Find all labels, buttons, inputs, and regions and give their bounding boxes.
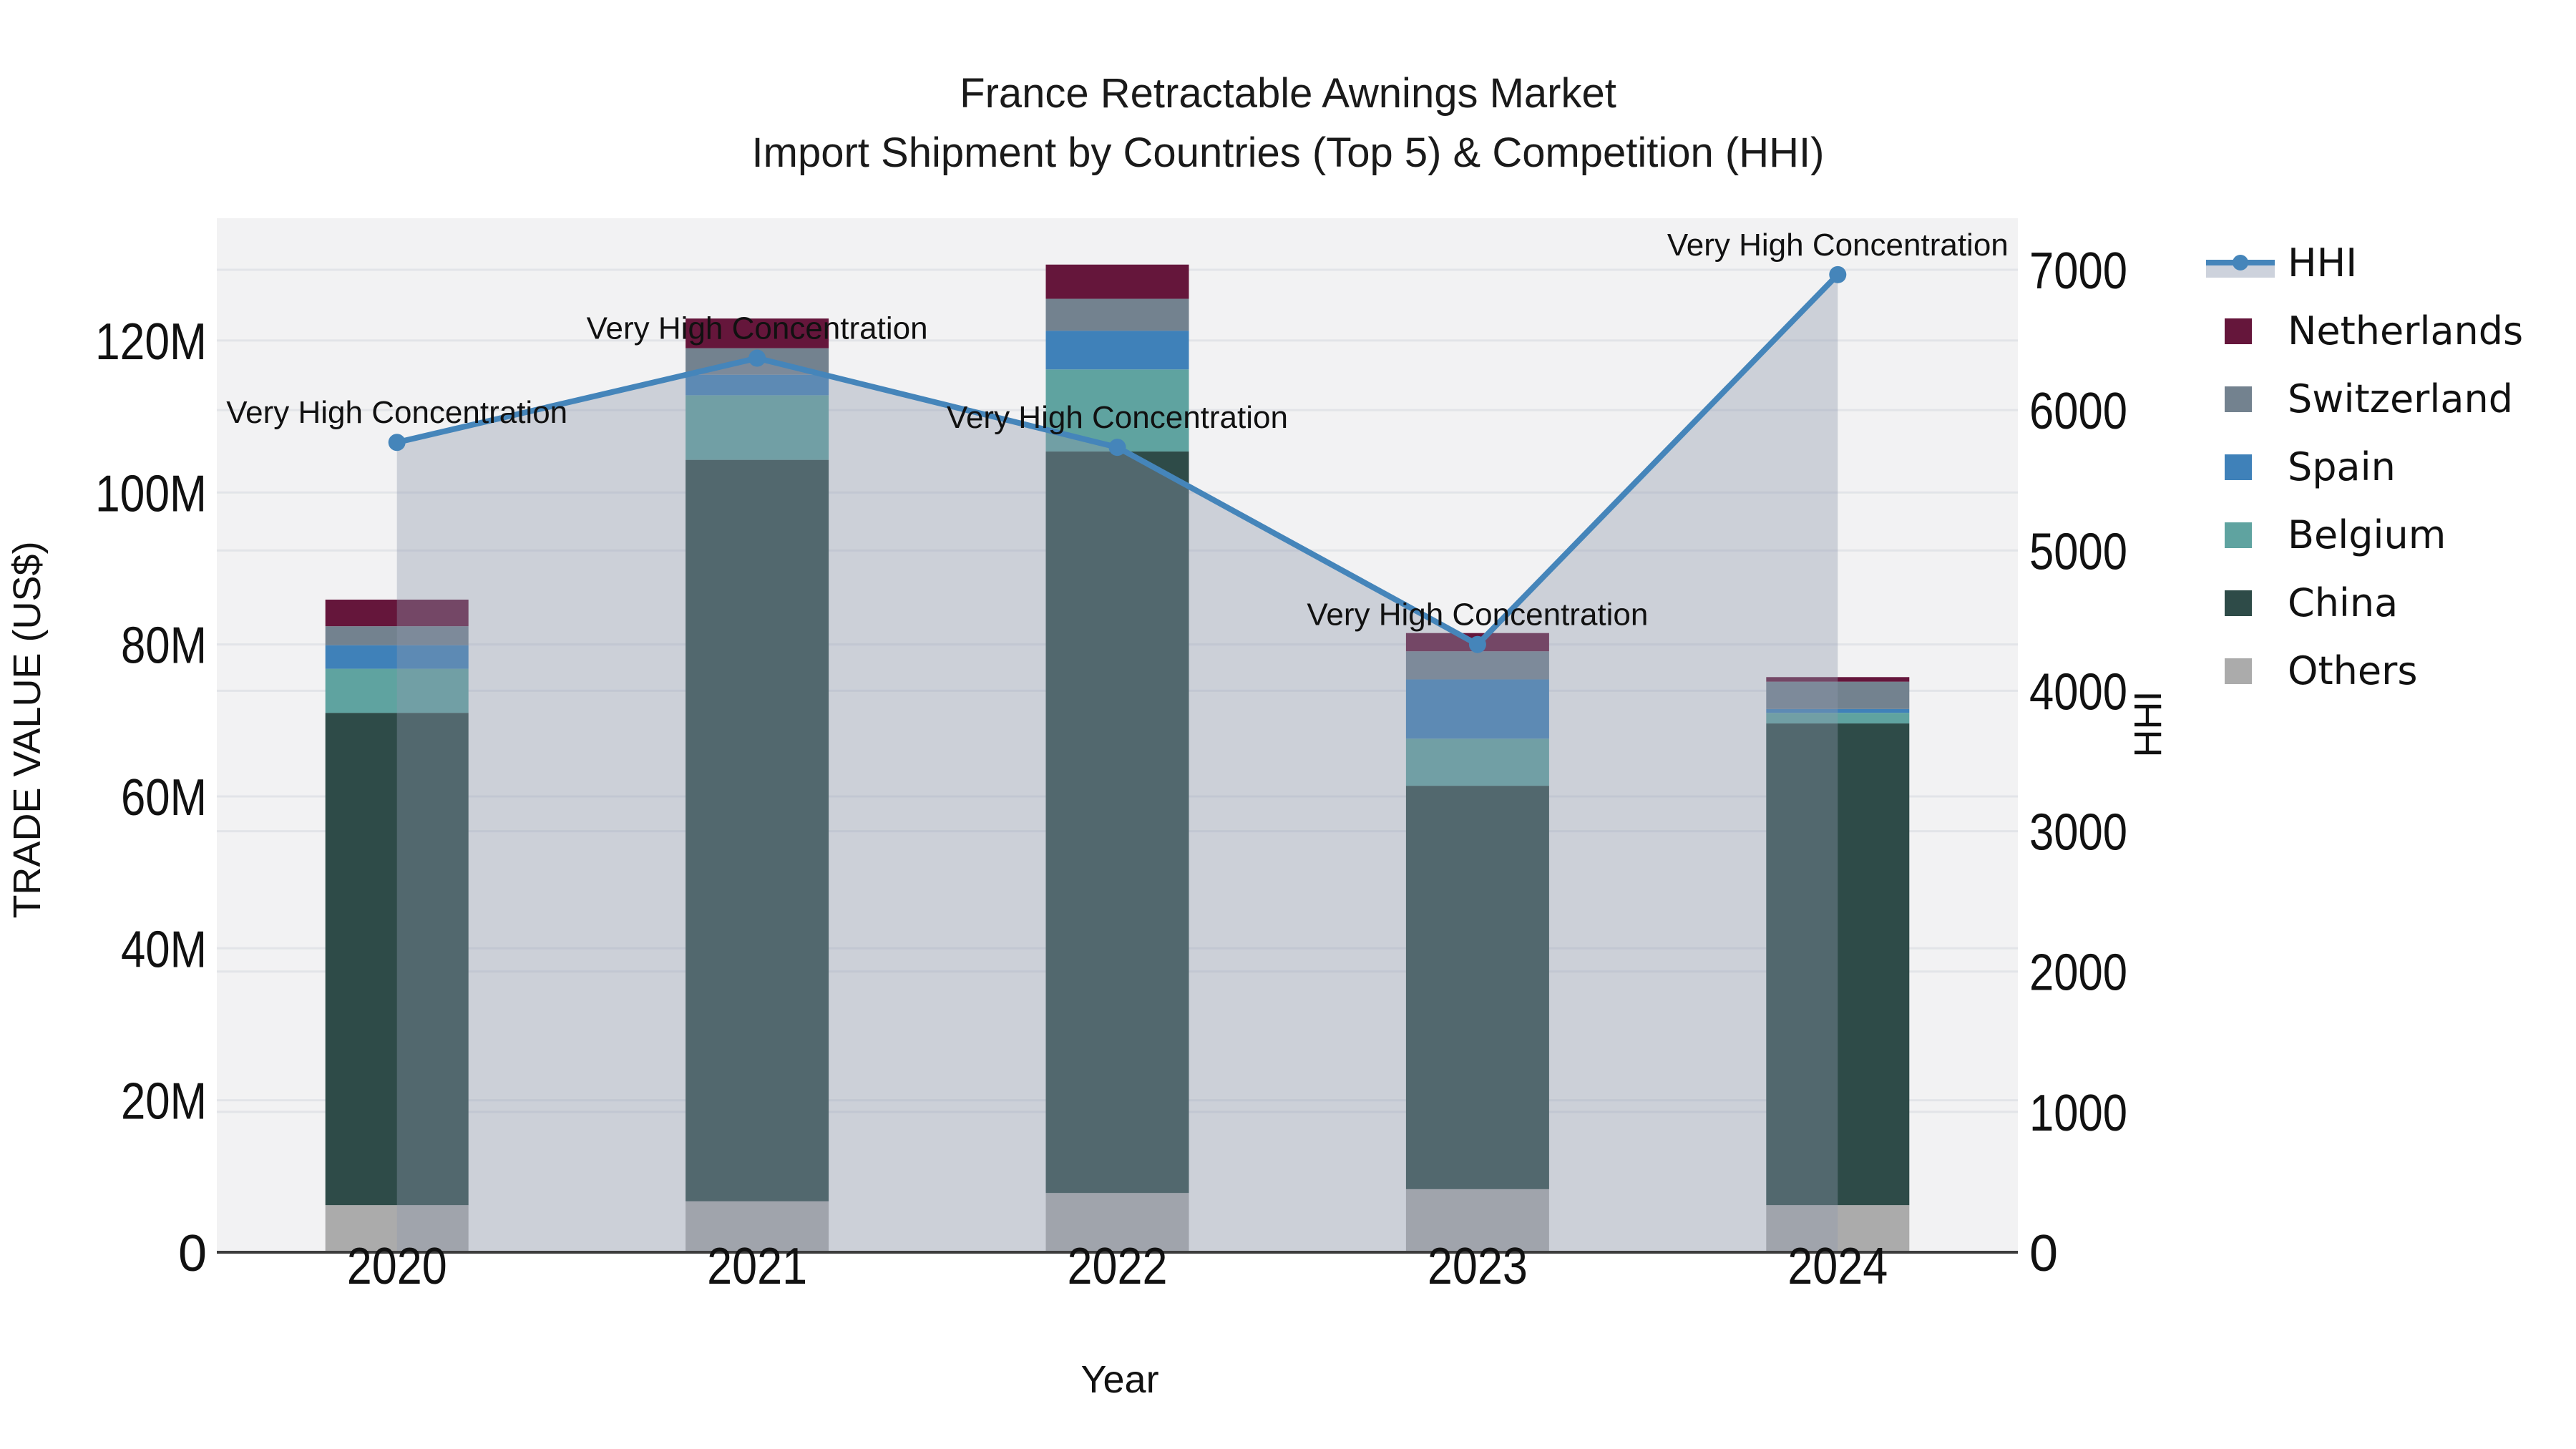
y1-tick-0: 0 (178, 1225, 207, 1282)
y2-tick-3000: 3000 (2029, 804, 2127, 862)
bar-segment-switzerland (1405, 651, 1549, 680)
y-axis-right-tick-labels: 0 1000 2000 3000 4000 5000 6000 7000 (2029, 243, 2127, 1282)
bar-segment-spain (686, 374, 829, 396)
bar-segment-others (686, 1201, 829, 1252)
y-axis-right-title: HHI (2127, 691, 2170, 758)
hhi-marker-2021 (748, 349, 766, 367)
y1-tick-100M: 100M (95, 465, 207, 522)
hhi-marker-2022 (1108, 439, 1126, 457)
y2-tick-4000: 4000 (2029, 663, 2127, 721)
bar-segment-others (325, 1205, 469, 1252)
bar-segment-china (1766, 723, 1910, 1206)
bar-segment-netherlands (686, 318, 829, 348)
bar-stack-2022 (1045, 264, 1189, 1252)
legend-item-switzerland[interactable]: Switzerland (2206, 365, 2523, 433)
y1-tick-40M: 40M (121, 921, 207, 978)
bar-segment-spain (1766, 708, 1910, 713)
legend-item-hhi[interactable]: HHI (2206, 229, 2523, 297)
stacked-bars (325, 264, 1910, 1252)
legend-item-netherlands[interactable]: Netherlands (2206, 297, 2523, 365)
bar-segment-netherlands (325, 599, 469, 627)
bar-segment-belgium (1405, 738, 1549, 786)
china-swatch-icon (2206, 589, 2275, 618)
y1-tick-80M: 80M (121, 618, 207, 675)
bar-segment-china (1405, 786, 1549, 1189)
annotations: Very High Concentration Very High Concent… (226, 228, 2009, 633)
x-tick-2020: 2020 (347, 1238, 447, 1295)
annotation-2021: Very High Concentration (587, 311, 928, 346)
bar-segment-switzerland (1766, 681, 1910, 709)
legend-label: China (2288, 580, 2399, 625)
legend-label: Switzerland (2288, 376, 2513, 421)
hhi-marker-2023 (1468, 635, 1486, 653)
bar-stack-2024 (1766, 677, 1910, 1252)
bar-segment-switzerland (1045, 298, 1189, 331)
belgium-swatch-icon (2206, 521, 2275, 550)
legend-label: HHI (2288, 240, 2358, 286)
bar-segment-spain (1045, 331, 1189, 370)
y2-tick-5000: 5000 (2029, 523, 2127, 580)
spain-swatch-icon (2206, 453, 2275, 482)
annotation-2022: Very High Concentration (947, 400, 1288, 435)
x-axis-title: Year (1080, 1358, 1159, 1401)
bar-segment-belgium (1766, 713, 1910, 724)
legend-item-china[interactable]: China (2206, 569, 2523, 637)
y2-tick-2000: 2000 (2029, 945, 2127, 1002)
hhi-line-sample-icon (2206, 249, 2275, 278)
bar-stack-2021 (686, 318, 829, 1252)
bar-segment-belgium (325, 668, 469, 713)
legend-item-belgium[interactable]: Belgium (2206, 501, 2523, 569)
bar-segment-others (1405, 1189, 1549, 1252)
bar-segment-china (1045, 451, 1189, 1194)
bar-segment-spain (325, 645, 469, 669)
bar-stack-2020 (325, 599, 469, 1252)
y1-tick-20M: 20M (121, 1073, 207, 1131)
bar-segment-others (1766, 1205, 1910, 1252)
x-tick-2023: 2023 (1428, 1238, 1528, 1295)
y1-tick-60M: 60M (121, 769, 207, 826)
bar-segment-netherlands (1766, 677, 1910, 682)
legend-label: Belgium (2288, 512, 2446, 557)
hhi-area-fill (396, 274, 1838, 1252)
legend-label: Spain (2288, 444, 2396, 489)
bar-segment-china (325, 713, 469, 1206)
bar-segment-china (686, 459, 829, 1201)
bar-stack-2023 (1405, 633, 1549, 1252)
chart-title-line2: Import Shipment by Countries (Top 5) & C… (751, 130, 1825, 176)
legend-item-others[interactable]: Others (2206, 637, 2523, 705)
annotation-2024: Very High Concentration (1667, 228, 2009, 263)
chart-title-line1: France Retractable Awnings Market (960, 70, 1616, 117)
bar-segment-netherlands (1045, 264, 1189, 299)
legend-label: Others (2288, 648, 2418, 693)
x-axis-tick-labels: 2020 2021 2022 2023 2024 (347, 1238, 1888, 1295)
x-tick-2021: 2021 (707, 1238, 807, 1295)
y-axis-left-tick-labels: 0 20M 40M 60M 80M 100M 120M (95, 313, 207, 1282)
y1-tick-120M: 120M (95, 313, 207, 371)
bar-segment-switzerland (325, 626, 469, 645)
hhi-marker-2024 (1829, 265, 1847, 283)
legend-item-spain[interactable]: Spain (2206, 433, 2523, 501)
switzerland-swatch-icon (2206, 385, 2275, 414)
x-tick-2022: 2022 (1068, 1238, 1168, 1295)
hhi-marker-2020 (388, 434, 406, 452)
bar-segment-others (1045, 1193, 1189, 1252)
annotation-2023: Very High Concentration (1307, 597, 1648, 633)
legend-label: Netherlands (2288, 308, 2524, 353)
others-swatch-icon (2206, 657, 2275, 686)
bar-segment-spain (1405, 679, 1549, 739)
y2-tick-0: 0 (2029, 1225, 2058, 1282)
y2-tick-6000: 6000 (2029, 383, 2127, 440)
y2-tick-1000: 1000 (2029, 1085, 2127, 1142)
netherlands-swatch-icon (2206, 317, 2275, 346)
y-axis-left-title: TRADE VALUE (US$) (6, 541, 49, 919)
bar-segment-belgium (686, 395, 829, 460)
legend: HHI Netherlands Switzerland Spain Belgium Chi… (2206, 229, 2523, 705)
y2-tick-7000: 7000 (2029, 243, 2127, 300)
x-tick-2024: 2024 (1787, 1238, 1888, 1295)
annotation-2020: Very High Concentration (226, 395, 567, 430)
